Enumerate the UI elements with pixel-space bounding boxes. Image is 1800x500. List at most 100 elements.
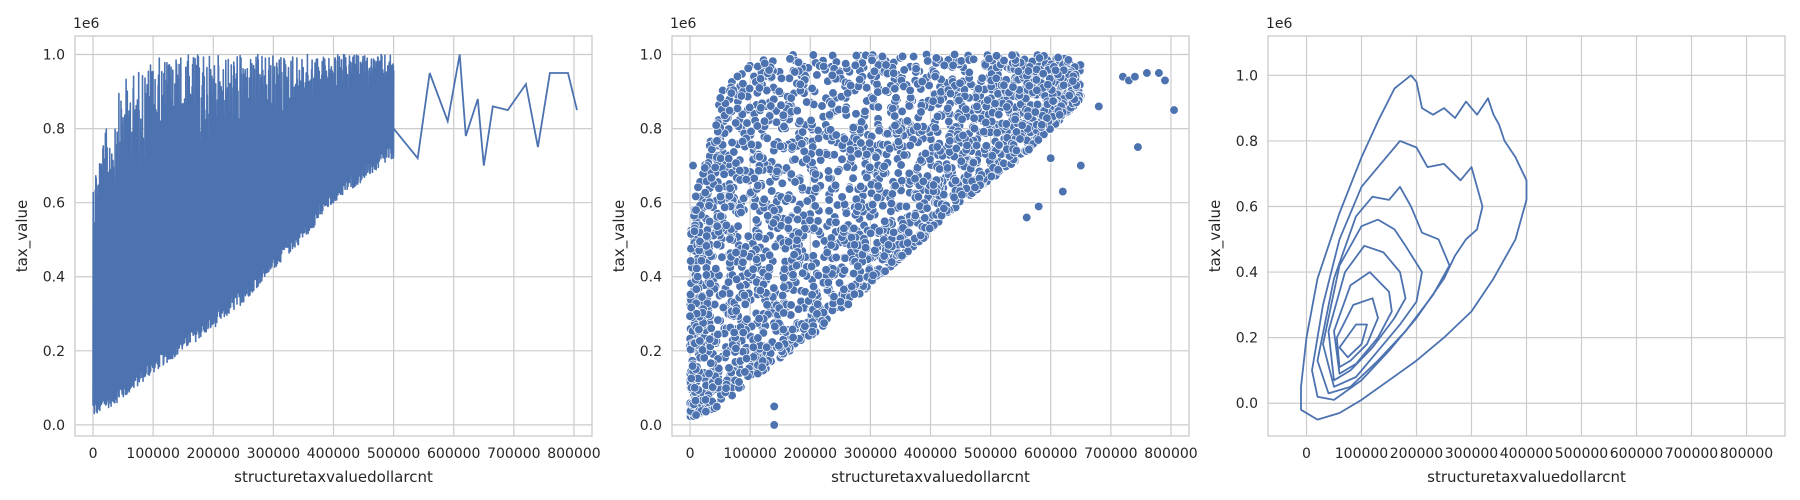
scatter-point: [890, 120, 900, 131]
scatter-point: [716, 211, 726, 221]
scatter-point: [943, 103, 953, 113]
scatter-point: [917, 76, 927, 87]
scatter-point: [764, 250, 775, 260]
scatter-point: [1038, 69, 1048, 79]
scatter-point: [931, 53, 942, 63]
scatter-point: [783, 223, 793, 233]
scatter-point: [700, 188, 710, 198]
scatter-point: [889, 68, 899, 78]
scatter-point: [745, 102, 755, 113]
scatter-point: [1033, 135, 1043, 145]
scatter-point: [861, 243, 871, 253]
scatter-point: [970, 182, 980, 193]
scatter-point: [968, 54, 979, 64]
scatter-point: [713, 329, 723, 340]
scatter-point: [740, 299, 750, 309]
scatter-point: [853, 201, 863, 212]
scatter-point: [779, 308, 789, 318]
scatter-point: [748, 264, 758, 274]
scatter-point: [912, 122, 922, 132]
scatter-point: [839, 265, 850, 275]
scatter-point: [1023, 66, 1034, 76]
scatter-point: [690, 383, 700, 393]
scatter-point: [753, 333, 763, 343]
scatter-point: [787, 324, 798, 335]
scatter-point: [961, 104, 971, 114]
scatter-point: [873, 102, 883, 112]
scatter-point: [837, 192, 847, 202]
scatter-point: [1030, 107, 1040, 117]
scatter-point: [697, 292, 707, 302]
scatter-point: [840, 253, 850, 263]
scatter-point: [692, 263, 702, 274]
scatter-point: [881, 60, 891, 70]
scatter-point: [827, 70, 837, 80]
scatter-point: [762, 342, 772, 352]
scatter-point: [795, 79, 805, 89]
scatter-point: [788, 332, 798, 343]
scatter-point: [839, 134, 850, 144]
scatter-point: [999, 80, 1009, 90]
x-tick-label: 200000: [784, 446, 837, 462]
scatter-point: [769, 401, 779, 412]
scatter-point: [877, 51, 888, 62]
scatter-point: [711, 264, 721, 274]
scatter-point: [1002, 102, 1012, 112]
scatter-point: [746, 126, 756, 137]
scatter-point: [1023, 111, 1033, 121]
scatter-point: [729, 327, 739, 338]
scatter-point: [802, 196, 812, 206]
scatter-point: [769, 420, 779, 430]
scatter-point: [887, 257, 897, 267]
scatter-point: [1024, 81, 1034, 91]
scatter-point: [779, 273, 789, 283]
scatter-point: [819, 318, 829, 328]
scatter-point: [886, 198, 897, 209]
chart-panel-3: 0 100000 200000 300000 400000 500000 600000 700…: [1206, 16, 1786, 486]
scatter-point: [738, 257, 748, 267]
x-tick-label: 0: [1302, 446, 1311, 462]
scatter-point: [850, 60, 860, 70]
scatter-point: [721, 348, 732, 358]
scatter-point: [823, 277, 833, 288]
scatter-point: [752, 121, 762, 131]
scatter-point: [778, 110, 788, 120]
scatter-point: [955, 78, 965, 88]
scatter-point: [889, 227, 899, 238]
scatter-point: [691, 410, 701, 420]
scatter-point: [774, 341, 784, 351]
scatter-point: [766, 101, 776, 111]
scatter-point: [763, 271, 773, 281]
kde-contour: [1316, 185, 1451, 395]
scatter-point: [776, 73, 787, 83]
scatter-point: [825, 125, 836, 135]
scatter-point: [742, 314, 752, 324]
scatter-point: [839, 223, 849, 234]
kde-contour: [1300, 74, 1528, 421]
scatter-point: [800, 321, 810, 331]
scatter-point: [835, 297, 846, 307]
x-axis-label: structuretaxvaluedollarcnt: [234, 468, 433, 486]
x-tick-label: 800000: [1720, 446, 1773, 462]
scatter-point: [1160, 75, 1170, 86]
x-tick-label: 500000: [964, 446, 1017, 462]
scatter-point: [831, 252, 841, 263]
scatter-point: [862, 149, 872, 160]
scatter-point: [724, 105, 735, 116]
scatter-point: [754, 83, 765, 93]
scatter-point: [902, 238, 913, 248]
scatter-point: [786, 169, 796, 179]
scatter-point: [749, 201, 759, 211]
kde-contour: [1333, 271, 1393, 375]
scatter-point: [904, 101, 914, 111]
scatter-point: [712, 221, 722, 231]
scatter-point: [811, 239, 821, 249]
scatter-point: [725, 234, 735, 244]
kde-contour: [1311, 140, 1484, 401]
x-tick-label: 400000: [904, 446, 957, 462]
scatter-point: [762, 133, 772, 143]
scatter-point: [999, 55, 1009, 66]
scatter-point: [700, 163, 710, 173]
scatter-point: [905, 140, 915, 151]
scatter-point: [757, 362, 767, 372]
